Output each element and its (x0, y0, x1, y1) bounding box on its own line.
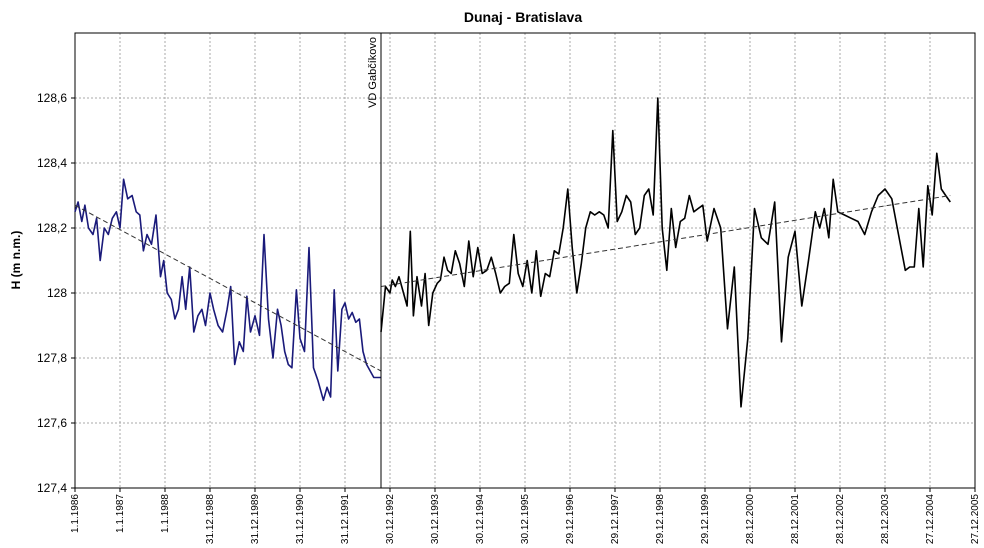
x-tick-label: 28.12.2001 (790, 494, 801, 544)
y-tick-label: 128 (47, 286, 67, 300)
x-tick-label: 31.12.1988 (205, 494, 216, 544)
x-tick-label: 31.12.1990 (295, 494, 306, 544)
x-tick-label: 1.1.1986 (70, 494, 81, 533)
y-axis-label: H (m n.m.) (9, 231, 23, 290)
y-axis-ticks: 127,4 127,6 127,8 128 128,2 128,4 128,6 (37, 91, 75, 495)
x-tick-label: 29.12.1996 (565, 494, 576, 544)
x-tick-label: 29.12.1999 (700, 494, 711, 544)
y-tick-label: 128,4 (37, 156, 67, 170)
x-tick-label: 1.1.1988 (160, 494, 171, 533)
grid (75, 32, 975, 489)
series-line-2 (380, 97, 951, 408)
x-axis-ticks: 1.1.1986 1.1.1987 1.1.1988 31.12.1988 31.12.… (70, 488, 981, 544)
x-tick-label: 30.12.1992 (385, 494, 396, 544)
x-tick-label: 27.12.2004 (925, 494, 936, 544)
x-tick-label: 1.1.1987 (115, 494, 126, 533)
y-tick-label: 128,6 (37, 91, 67, 105)
y-tick-label: 127,4 (37, 481, 67, 495)
event-label: VD Gabčíkovo (367, 37, 379, 108)
x-tick-label: 29.12.1997 (610, 494, 621, 544)
x-tick-label: 28.12.2000 (745, 494, 756, 544)
y-tick-label: 127,6 (37, 416, 67, 430)
chart-title: Dunaj - Bratislava (464, 9, 582, 25)
x-tick-label: 28.12.2003 (880, 494, 891, 544)
x-tick-label: 30.12.1993 (430, 494, 441, 544)
x-tick-label: 30.12.1995 (520, 494, 531, 544)
y-tick-label: 128,2 (37, 221, 67, 235)
x-tick-label: 27.12.2005 (970, 494, 981, 544)
trend-line-2 (380, 195, 951, 287)
trend-line-1 (74, 204, 382, 372)
x-tick-label: 29.12.1998 (655, 494, 666, 544)
y-tick-label: 127,8 (37, 351, 67, 365)
trend-group (74, 195, 951, 372)
x-tick-label: 30.12.1994 (475, 494, 486, 544)
x-tick-label: 28.12.2002 (835, 494, 846, 544)
series-line-1 (74, 178, 381, 402)
x-tick-label: 31.12.1989 (250, 494, 261, 544)
x-tick-label: 31.12.1991 (340, 494, 351, 544)
series-group (74, 97, 951, 408)
